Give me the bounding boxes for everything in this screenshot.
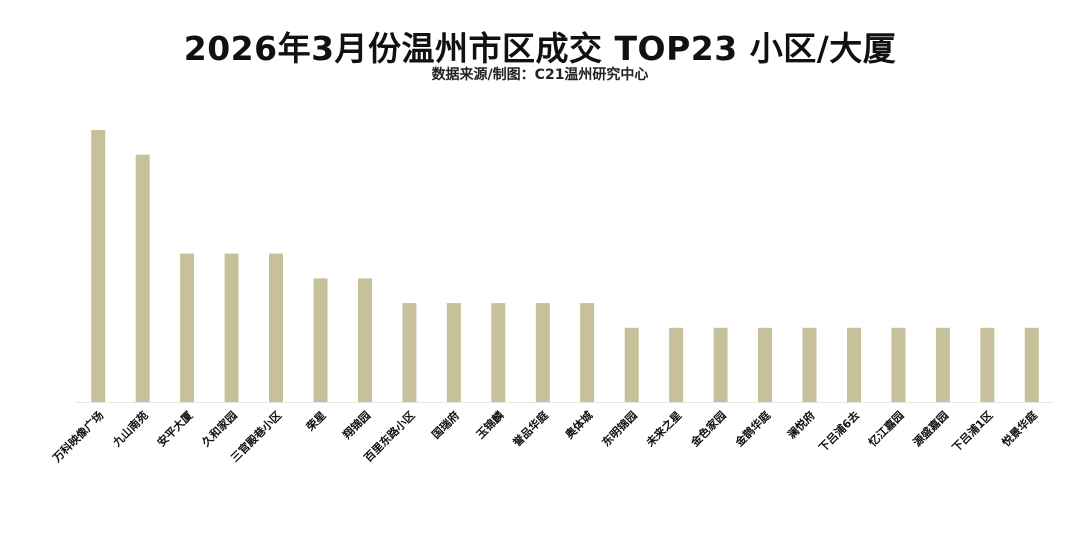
x-tick-label-2: 九山南苑 [109, 408, 151, 450]
bar-15 [713, 327, 728, 402]
bar-18 [847, 327, 861, 402]
x-tick-label-1: 万科映像广场 [49, 408, 106, 465]
x-tick-label-21: 下吕浦1区 [949, 408, 995, 454]
bar-8 [402, 303, 417, 402]
x-tick-label-13: 东明锦园 [599, 408, 640, 449]
bar-17 [802, 327, 817, 402]
x-tick-label-12: 奥体城 [561, 408, 595, 442]
x-tick-label-14: 未来之星 [643, 408, 685, 450]
bar-20 [935, 327, 950, 402]
bar-1 [91, 130, 106, 402]
x-tick-label-4: 久和家园 [199, 408, 240, 449]
x-tick-label-16: 金鹊华庭 [731, 408, 773, 450]
bar-14 [669, 327, 684, 402]
bar-5 [269, 253, 283, 402]
bar-4 [224, 253, 239, 402]
x-tick-label-11: 誉品华庭 [509, 408, 551, 450]
x-tick-label-10: 玉锦麟 [473, 408, 507, 442]
x-tick-label-17: 澜悦府 [784, 408, 817, 441]
bar-7 [358, 278, 372, 402]
x-tick-label-19: 忆江嘉园 [866, 408, 907, 449]
bar-3 [180, 253, 195, 402]
bar-11 [535, 303, 550, 402]
bar-22 [1024, 327, 1039, 402]
bar-9 [446, 303, 461, 402]
bar-16 [758, 327, 772, 402]
x-tick-label-22: 悦景华庭 [999, 408, 1040, 449]
bars-group [91, 130, 1039, 402]
x-tick-label-15: 金色家园 [687, 408, 729, 450]
x-tick-label-7: 翔锦园 [339, 408, 373, 442]
chart-title: 2026年3月份温州市区成交 TOP23 小区/大厦 [183, 29, 897, 68]
x-tick-label-9: 国瑞府 [429, 408, 462, 441]
x-tick-label-18: 下吕浦6去 [816, 408, 862, 454]
bar-6 [313, 278, 328, 402]
chart-subtitle: 数据来源/制图：C21温州研究中心 [431, 67, 649, 83]
bar-13 [624, 327, 639, 402]
x-tick-label-6: 荣星 [302, 408, 328, 434]
bar-10 [491, 303, 506, 402]
x-tick-label-3: 安平大厦 [154, 408, 196, 450]
bar-2 [135, 154, 150, 402]
bar-19 [891, 327, 906, 402]
x-tick-label-20: 源盛嘉园 [910, 408, 951, 449]
bar-12 [580, 303, 595, 402]
bar-21 [980, 327, 995, 402]
